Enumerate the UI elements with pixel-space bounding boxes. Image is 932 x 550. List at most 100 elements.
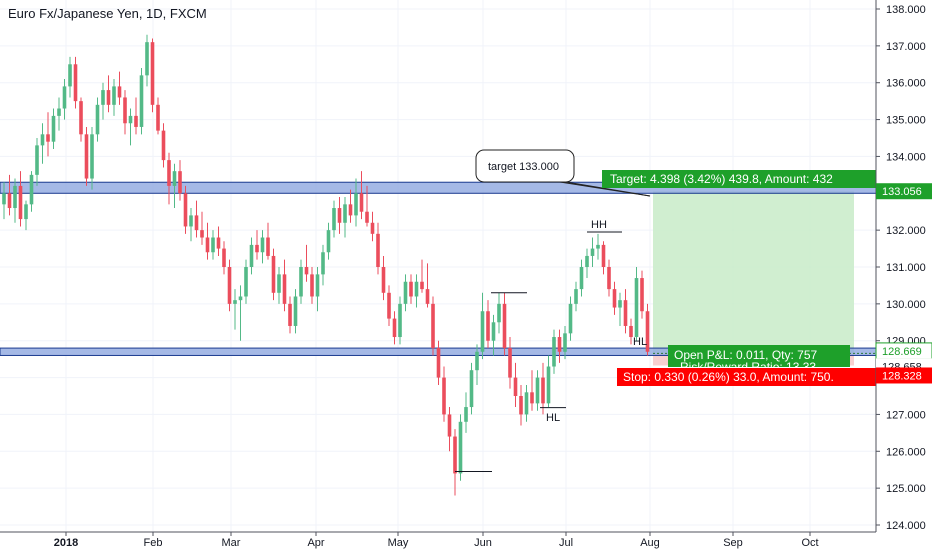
candle-up bbox=[596, 244, 600, 249]
price-tag-stop-label: 128.328 bbox=[882, 370, 922, 382]
candle-down bbox=[629, 325, 633, 338]
candle-down bbox=[7, 193, 12, 209]
candle-up bbox=[563, 333, 567, 352]
time-tick-label: Jun bbox=[474, 537, 492, 549]
time-tick-label: 2018 bbox=[54, 537, 78, 549]
price-axis-bg bbox=[876, 0, 932, 550]
stop-label: Stop: 0.330 (0.26%) 33.0, Amount: 750. bbox=[623, 370, 834, 384]
candle-down bbox=[161, 130, 166, 161]
candle-down bbox=[266, 237, 270, 256]
candle-down bbox=[79, 101, 83, 135]
price-tick-label: 136.000 bbox=[886, 78, 926, 90]
candle-up bbox=[618, 300, 622, 308]
candle-up bbox=[590, 248, 595, 256]
candle-down bbox=[370, 222, 375, 234]
price-tick-label: 127.000 bbox=[886, 409, 926, 421]
candle-down bbox=[227, 267, 232, 304]
price-tick-label: 126.000 bbox=[886, 446, 926, 458]
candle-down bbox=[519, 396, 523, 415]
candle-down bbox=[541, 377, 545, 404]
price-tick-label: 131.000 bbox=[886, 262, 926, 274]
candle-up bbox=[634, 278, 639, 338]
candle-down bbox=[106, 90, 111, 105]
price-tick-label: 137.000 bbox=[886, 41, 926, 53]
open-pnl-label: Open P&L: 0.011, Qty: 757 bbox=[674, 348, 818, 362]
candle-up bbox=[40, 134, 45, 146]
candle-down bbox=[376, 233, 380, 267]
candle-up bbox=[332, 208, 336, 231]
candle-down bbox=[205, 237, 210, 253]
candle-up bbox=[145, 42, 149, 76]
candle-up bbox=[238, 296, 243, 301]
candle-down bbox=[46, 134, 50, 142]
candle-down bbox=[150, 42, 155, 105]
time-tick-label: Jul bbox=[559, 537, 573, 549]
candle-up bbox=[233, 300, 237, 304]
candle-up bbox=[139, 75, 144, 127]
candle-down bbox=[607, 267, 611, 290]
candle-up bbox=[57, 108, 61, 116]
candle-down bbox=[200, 230, 204, 238]
candle-down bbox=[557, 337, 562, 352]
time-tick-label: Oct bbox=[801, 537, 818, 549]
callout-box bbox=[475, 149, 575, 183]
price-tick-label: 124.000 bbox=[886, 520, 926, 532]
candle-up bbox=[579, 267, 584, 290]
candle-down bbox=[348, 204, 353, 216]
candle-down bbox=[222, 248, 226, 267]
candle-down bbox=[442, 377, 446, 415]
candle-down bbox=[216, 237, 221, 249]
time-tick-label: May bbox=[388, 537, 409, 549]
candle-down bbox=[271, 255, 276, 293]
candle-down bbox=[117, 86, 122, 98]
hl-label: HL bbox=[633, 336, 647, 348]
hh-label: HH bbox=[591, 219, 607, 231]
target-label: Target: 4.398 (3.42%) 439.8, Amount: 432 bbox=[610, 172, 833, 186]
candle-down bbox=[304, 267, 309, 275]
candle-down bbox=[502, 303, 507, 349]
candle-down bbox=[453, 436, 457, 474]
candle-up bbox=[475, 351, 479, 371]
hl-label-2: HL bbox=[546, 412, 560, 424]
open-pnl-bg bbox=[668, 345, 850, 367]
candle-down bbox=[288, 303, 292, 326]
price-tick-label: 135.000 bbox=[886, 115, 926, 127]
candle-down bbox=[183, 193, 188, 227]
candle-down bbox=[255, 244, 259, 253]
candle-up bbox=[343, 204, 347, 223]
candle-down bbox=[640, 278, 644, 312]
candle-down bbox=[425, 289, 430, 304]
callout-text: target 133.000 bbox=[488, 161, 559, 173]
candle-up bbox=[277, 274, 281, 293]
candle-up bbox=[62, 86, 67, 109]
candle-up bbox=[480, 311, 485, 352]
candle-up bbox=[299, 267, 303, 297]
candle-down bbox=[513, 377, 518, 396]
price-tick-label: 134.000 bbox=[886, 151, 926, 163]
candle-down bbox=[601, 244, 606, 267]
candle-down bbox=[156, 104, 160, 131]
candle-up bbox=[326, 230, 331, 253]
candle-down bbox=[282, 274, 287, 304]
candle-down bbox=[194, 215, 199, 231]
candle-down bbox=[134, 115, 138, 127]
candle-down bbox=[359, 193, 364, 212]
candle-up bbox=[464, 407, 468, 422]
candle-up bbox=[68, 64, 72, 87]
callout-pointer bbox=[559, 181, 651, 197]
time-tick-label: Feb bbox=[144, 537, 163, 549]
candle-up bbox=[95, 104, 100, 135]
candle-up bbox=[315, 274, 320, 297]
candle-up bbox=[13, 185, 17, 209]
candle-up bbox=[90, 134, 94, 179]
candle-up bbox=[458, 421, 463, 474]
candle-down bbox=[409, 281, 413, 297]
time-tick-label: Aug bbox=[640, 537, 660, 549]
candle-down bbox=[387, 292, 391, 319]
candle-up bbox=[585, 255, 589, 267]
candle-down bbox=[623, 300, 628, 326]
stop-label-bg bbox=[617, 368, 880, 386]
candle-up bbox=[398, 303, 402, 338]
candle-up bbox=[552, 337, 556, 367]
